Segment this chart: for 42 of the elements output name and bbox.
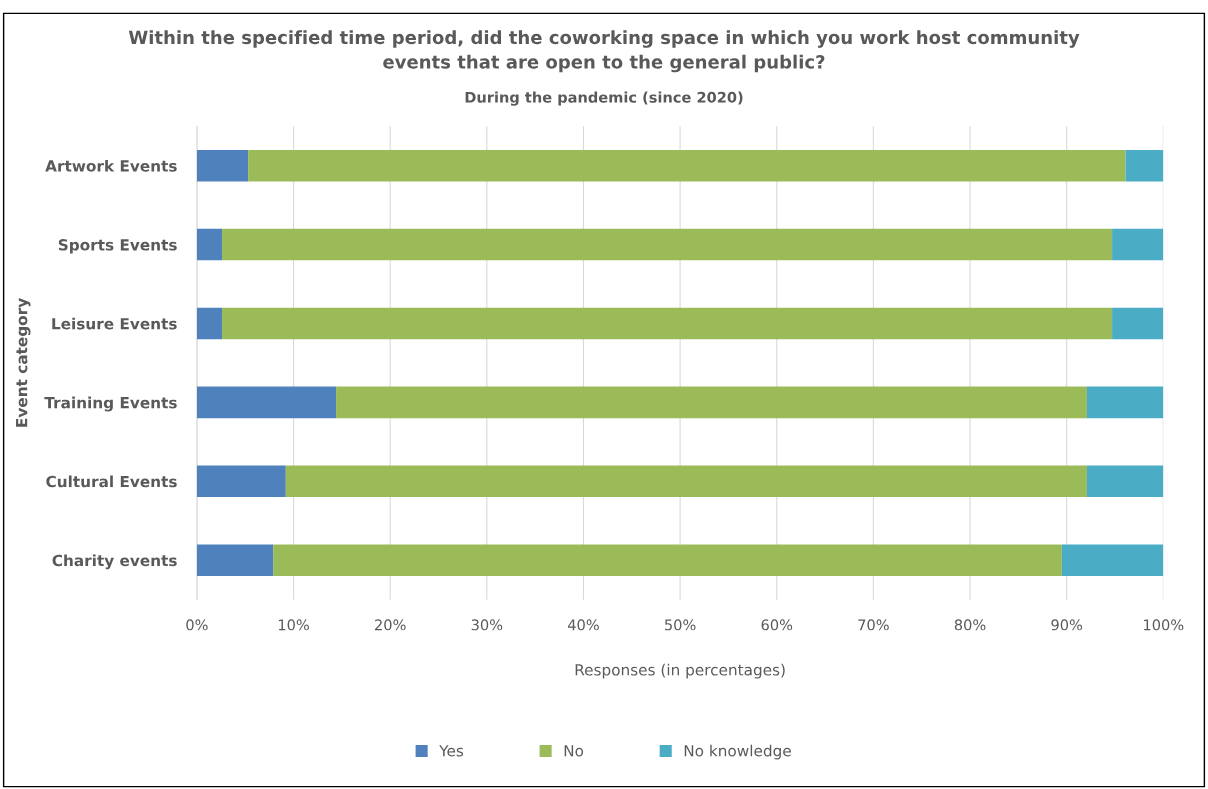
bar	[222, 307, 1113, 340]
y-tick-label: Leisure Events	[52, 317, 177, 330]
bar	[222, 228, 1113, 261]
y-tick-label: Sports Events	[58, 239, 177, 254]
bar	[336, 386, 1087, 419]
bar	[1061, 544, 1164, 576]
bar	[1112, 228, 1164, 261]
y-tick-label: Training Events	[44, 396, 177, 412]
legend-label: No	[564, 745, 584, 757]
x-tick-label: 20%	[375, 619, 406, 631]
bar	[196, 386, 337, 419]
x-tick-label: 60%	[761, 619, 793, 631]
chart-subtitle: During the pandemic (since 2020)	[465, 91, 743, 106]
y-axis-title: Event category	[16, 298, 31, 427]
bar	[248, 149, 1126, 182]
bar	[196, 307, 223, 340]
bar	[273, 544, 1062, 576]
x-tick-label: 70%	[858, 619, 889, 631]
bar	[1086, 465, 1164, 498]
bar	[196, 465, 286, 498]
bar	[196, 228, 223, 261]
y-tick-label: Artwork Events	[45, 159, 177, 172]
x-axis-title: Responses (in percentages)	[575, 663, 785, 679]
x-tick-label: 30%	[471, 619, 503, 631]
x-tick-label: 10%	[278, 619, 309, 631]
bar	[1112, 307, 1164, 340]
x-tick-label: 80%	[954, 619, 986, 631]
x-tick-label: 40%	[567, 619, 599, 631]
chart-title: Within the specified time period, did the coworking space in which you work host community events that are open to the general public?	[128, 30, 1080, 73]
legend-label: Yes	[439, 745, 464, 757]
bar	[196, 149, 249, 182]
bar	[285, 465, 1087, 498]
bar	[1086, 386, 1164, 419]
x-tick-label: 50%	[665, 619, 696, 631]
legend-label: No knowledge	[684, 744, 791, 760]
y-tick-label: Cultural Events	[46, 475, 177, 488]
y-tick-label: Charity events	[52, 554, 177, 570]
bar	[196, 544, 274, 576]
x-tick-label: 90%	[1051, 619, 1083, 631]
bar	[1125, 149, 1164, 182]
x-tick-label: 0%	[186, 619, 208, 631]
x-tick-label: 100%	[1144, 619, 1184, 631]
